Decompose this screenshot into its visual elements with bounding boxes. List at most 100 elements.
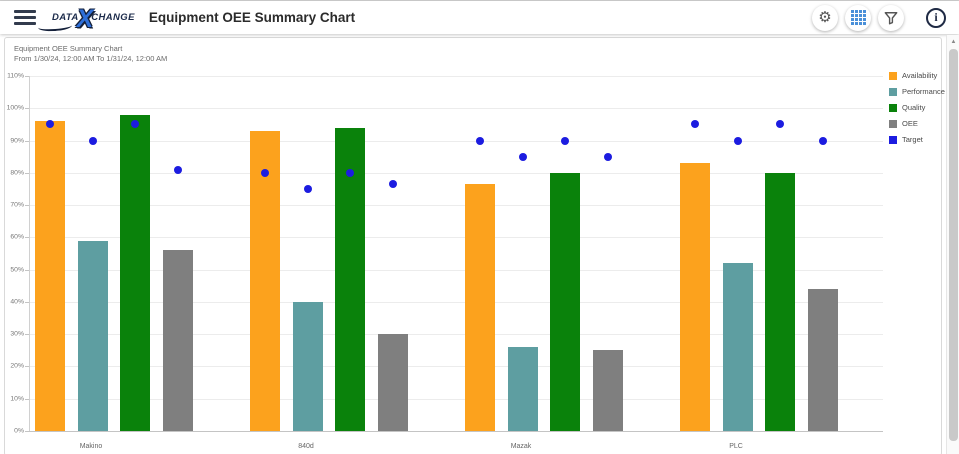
bar-oee-Makino[interactable] <box>163 250 193 431</box>
target-dot-840d-oee[interactable] <box>389 180 397 189</box>
chart-legend: Availability Performance Quality OEE Target <box>889 71 945 151</box>
dataxchange-logo: DATA X CHANGE <box>37 4 135 33</box>
toolbar: ⚙ i <box>805 4 946 31</box>
gridline-110 <box>29 76 883 77</box>
gridline-80 <box>29 172 883 174</box>
bar-availability-840d[interactable] <box>250 130 280 431</box>
bar-quality-840d[interactable] <box>335 127 365 431</box>
y-axis-tick <box>25 301 29 303</box>
y-axis-tick <box>25 269 29 271</box>
target-dot-840d-availability[interactable] <box>261 168 269 177</box>
y-axis-tick <box>25 172 29 174</box>
y-axis-label-10: 10% <box>10 395 24 403</box>
gridline-60 <box>29 237 883 239</box>
gridline-50 <box>29 269 883 271</box>
x-axis-label-PLC: PLC <box>729 443 743 450</box>
bar-availability-Mazak[interactable] <box>465 184 495 431</box>
x-axis-label-840d: 840d <box>298 443 314 450</box>
target-dot-840d-performance[interactable] <box>304 184 312 193</box>
logo-text-change: CHANGE <box>91 12 135 23</box>
target-dot-Makino-oee[interactable] <box>174 165 182 174</box>
gridline-70 <box>29 205 883 207</box>
y-axis-label-60: 60% <box>10 233 24 241</box>
bar-performance-Makino[interactable] <box>78 240 108 431</box>
filter-button[interactable] <box>878 4 904 31</box>
y-axis-tick <box>25 140 29 142</box>
legend-swatch-performance <box>889 87 897 96</box>
y-axis-tick <box>25 431 29 432</box>
y-axis-label-70: 70% <box>10 201 24 209</box>
y-axis-tick <box>25 205 29 207</box>
scrollbar-thumb[interactable] <box>949 49 958 441</box>
target-dot-PLC-availability[interactable] <box>691 120 699 129</box>
legend-item-target[interactable]: Target <box>889 135 945 144</box>
page-title: Equipment OEE Summary Chart <box>148 10 356 25</box>
y-axis-tick <box>25 334 29 336</box>
legend-label: Performance <box>902 87 945 96</box>
y-axis-tick <box>25 398 29 400</box>
settings-button[interactable]: ⚙ <box>812 4 838 31</box>
target-dot-Mazak-availability[interactable] <box>476 136 484 145</box>
oee-bar-chart: 0% 10% 20% 30% 40% 50% 60% 70% 80% 90% 100% 110% Mak… <box>5 38 941 454</box>
bar-quality-Makino[interactable] <box>120 114 150 431</box>
bar-oee-840d[interactable] <box>378 334 408 431</box>
target-dot-PLC-performance[interactable] <box>734 136 742 145</box>
bar-oee-Mazak[interactable] <box>593 350 623 431</box>
logo-swoosh <box>37 20 73 33</box>
y-axis-label-110: 110% <box>7 72 24 80</box>
legend-swatch-availability <box>889 71 897 80</box>
info-icon[interactable]: i <box>926 7 946 28</box>
y-axis-label-80: 80% <box>10 169 24 177</box>
bar-quality-Mazak[interactable] <box>550 172 580 431</box>
bar-performance-Mazak[interactable] <box>508 347 538 431</box>
bar-quality-PLC[interactable] <box>765 172 795 431</box>
logo-text-data: DATA <box>52 12 79 23</box>
y-axis-tick <box>25 76 29 77</box>
y-axis-tick <box>25 108 29 110</box>
chart-card: Equipment OEE Summary Chart From 1/30/24… <box>4 37 945 454</box>
gridline-10 <box>29 398 883 400</box>
x-axis-line <box>29 431 883 432</box>
legend-swatch-quality <box>889 103 897 112</box>
bar-availability-PLC[interactable] <box>680 163 710 431</box>
logo-x: X <box>76 4 94 33</box>
target-dot-Makino-availability[interactable] <box>46 120 54 129</box>
legend-label: Quality <box>902 103 926 112</box>
target-dot-Makino-quality[interactable] <box>131 120 139 129</box>
target-dot-Mazak-quality[interactable] <box>561 136 569 145</box>
x-axis-label-Mazak: Mazak <box>510 443 532 450</box>
target-dot-Makino-performance[interactable] <box>89 136 97 145</box>
target-dot-840d-quality[interactable] <box>346 168 354 177</box>
gridline-40 <box>29 301 883 303</box>
menu-icon[interactable] <box>14 10 36 25</box>
y-axis-tick <box>25 366 29 368</box>
legend-label: OEE <box>902 119 918 128</box>
gridline-100 <box>29 108 883 110</box>
y-axis-label-20: 20% <box>10 362 24 370</box>
y-axis-label-30: 30% <box>10 330 24 338</box>
gear-icon: ⚙ <box>818 9 832 26</box>
y-axis-line <box>29 76 30 431</box>
legend-label: Target <box>902 135 923 144</box>
target-dot-PLC-oee[interactable] <box>819 136 827 145</box>
bar-availability-Makino[interactable] <box>35 121 65 431</box>
vertical-scrollbar[interactable]: ▲ <box>946 35 959 454</box>
top-app-bar: DATA X CHANGE Equipment OEE Summary Char… <box>0 1 959 34</box>
target-dot-PLC-quality[interactable] <box>776 120 784 129</box>
table-view-button[interactable] <box>845 4 871 31</box>
scroll-up-arrow[interactable]: ▲ <box>950 38 957 45</box>
table-grid-icon <box>850 10 866 25</box>
legend-item-oee[interactable]: OEE <box>889 119 945 128</box>
legend-item-performance[interactable]: Performance <box>889 87 945 96</box>
gridline-20 <box>29 366 883 368</box>
bar-oee-PLC[interactable] <box>808 289 838 431</box>
legend-item-quality[interactable]: Quality <box>889 103 945 112</box>
legend-item-availability[interactable]: Availability <box>889 71 945 80</box>
target-dot-Mazak-performance[interactable] <box>519 152 527 161</box>
chart-title: Equipment OEE Summary Chart <box>14 44 123 53</box>
y-axis-label-0: 0% <box>14 427 24 435</box>
target-dot-Mazak-oee[interactable] <box>604 152 612 161</box>
legend-swatch-oee <box>889 119 897 128</box>
bar-performance-840d[interactable] <box>293 301 323 431</box>
bar-performance-PLC[interactable] <box>723 263 753 431</box>
